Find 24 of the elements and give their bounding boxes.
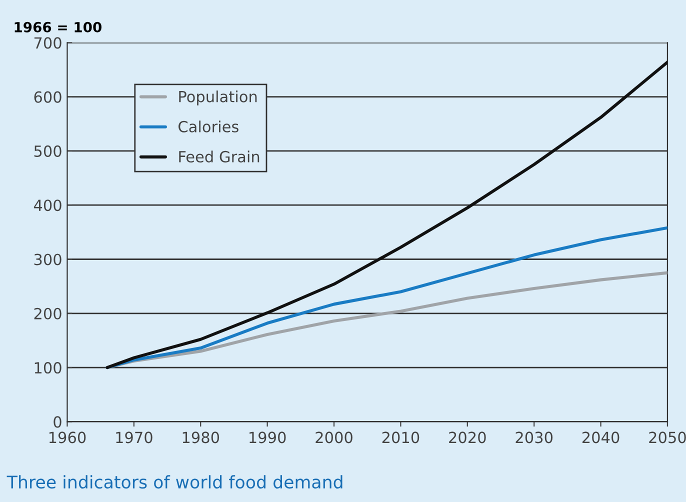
y-tick-label: 100: [34, 362, 62, 374]
y-tick-label: 0: [54, 416, 62, 428]
x-tick-label: 2040: [582, 432, 620, 444]
y-tick-label: 500: [34, 145, 62, 157]
x-tick-label: 2020: [449, 432, 486, 444]
x-tick-label: 2050: [649, 432, 686, 444]
text: Three indicators of world food demand: [6, 475, 342, 489]
x-tick-label: 2030: [516, 432, 553, 444]
x-tick-label: 1980: [182, 432, 220, 444]
y-axis-title: 1966 = 100: [14, 22, 102, 32]
legend-label: Calories: [178, 120, 238, 132]
x-tick-label: 2010: [382, 432, 420, 444]
x-tick-label: 1990: [250, 432, 286, 444]
y-tick-label: 600: [34, 91, 62, 103]
x-tick-label: 2000: [316, 432, 352, 444]
y-tick-label: 700: [34, 37, 62, 49]
y-tick-label: 400: [34, 200, 62, 212]
line-series: [106, 60, 668, 370]
legend-label: Feed Grain: [179, 150, 260, 162]
x-tick-label: 1970: [116, 432, 152, 444]
y-tick-label: 200: [34, 308, 62, 320]
legend-label: Population: [179, 90, 257, 106]
x-tick-label: 1960: [49, 432, 86, 444]
y-tick-label: 300: [34, 254, 62, 266]
